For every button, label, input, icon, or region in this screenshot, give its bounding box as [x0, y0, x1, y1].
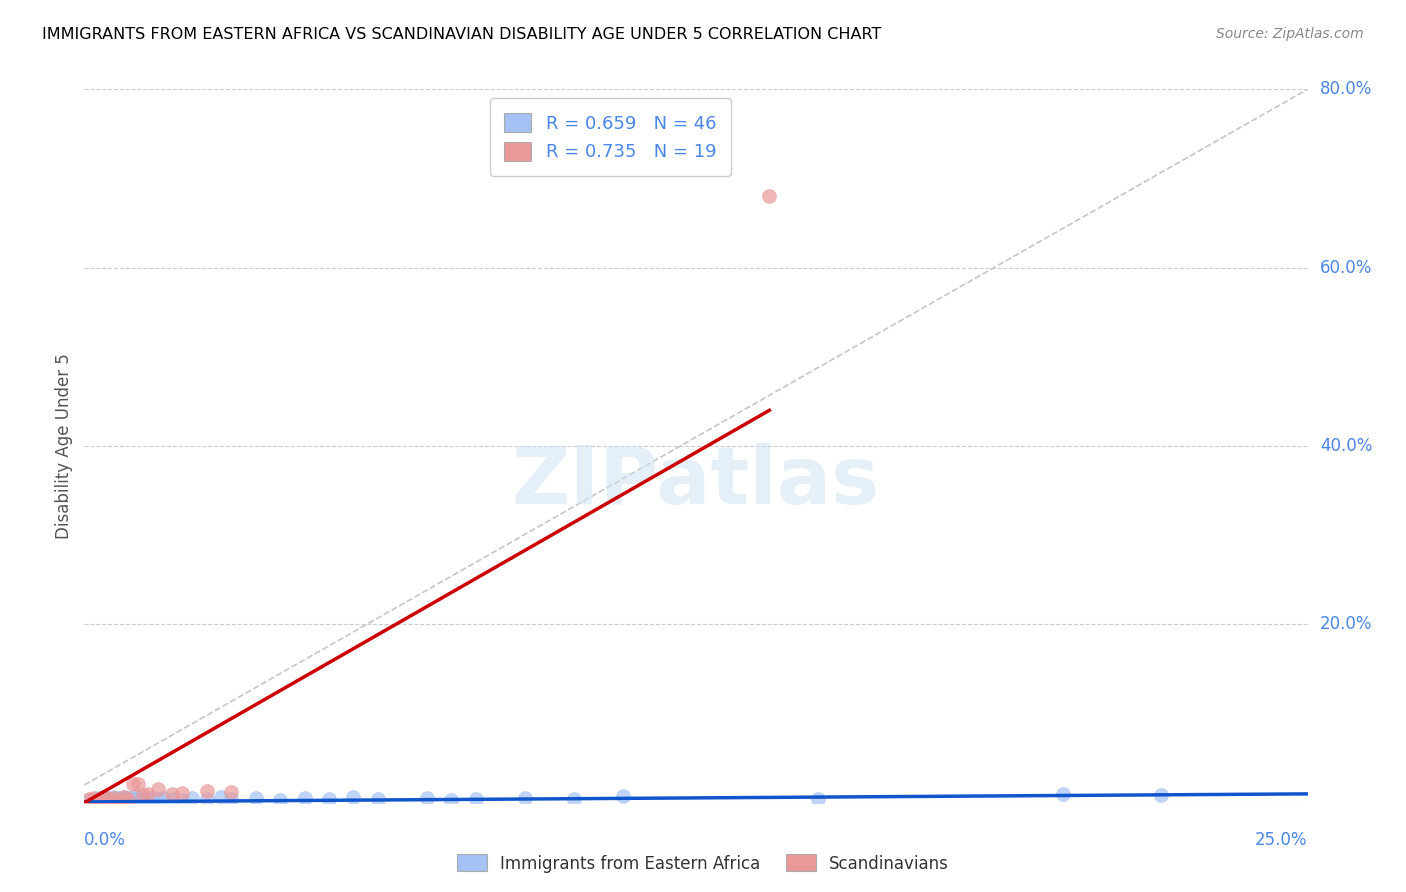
Point: [107, 793, 129, 807]
Point: [112, 790, 135, 805]
Point: [83, 792, 105, 806]
Point: [367, 792, 389, 806]
Point: [172, 793, 194, 807]
Point: [758, 189, 780, 203]
Point: [416, 791, 439, 805]
Text: ZIPatlas: ZIPatlas: [512, 442, 880, 521]
Point: [195, 784, 218, 798]
Point: [117, 793, 139, 807]
Text: Source: ZipAtlas.com: Source: ZipAtlas.com: [1216, 27, 1364, 41]
Point: [219, 792, 242, 806]
Text: 20.0%: 20.0%: [1320, 615, 1372, 633]
Point: [83, 791, 105, 805]
Point: [127, 777, 149, 791]
Point: [294, 791, 316, 805]
Point: [107, 791, 129, 805]
Point: [162, 787, 184, 801]
Point: [107, 793, 129, 807]
Text: 0.0%: 0.0%: [84, 831, 127, 849]
Point: [127, 793, 149, 807]
Point: [117, 792, 139, 806]
Point: [93, 792, 115, 806]
Point: [136, 791, 159, 805]
Point: [93, 790, 115, 805]
Point: [146, 792, 169, 806]
Legend: R = 0.659   N = 46, R = 0.735   N = 19: R = 0.659 N = 46, R = 0.735 N = 19: [489, 98, 731, 176]
Point: [117, 791, 139, 805]
Point: [112, 790, 135, 805]
Point: [97, 791, 120, 805]
Point: [612, 789, 634, 803]
Point: [77, 793, 100, 807]
Point: [103, 792, 125, 806]
Point: [209, 790, 232, 805]
Point: [132, 792, 155, 806]
Point: [181, 791, 204, 805]
Y-axis label: Disability Age Under 5: Disability Age Under 5: [55, 353, 73, 539]
Point: [97, 793, 120, 807]
Point: [245, 791, 267, 805]
Point: [103, 791, 125, 805]
Point: [162, 792, 184, 806]
Point: [97, 792, 120, 806]
Point: [172, 786, 194, 800]
Point: [219, 785, 242, 799]
Point: [132, 788, 155, 802]
Point: [122, 777, 145, 791]
Point: [1052, 787, 1074, 801]
Point: [562, 792, 585, 806]
Text: 25.0%: 25.0%: [1256, 831, 1308, 849]
Point: [440, 793, 463, 807]
Point: [136, 787, 159, 801]
Point: [146, 781, 169, 796]
Point: [152, 791, 174, 805]
Point: [195, 792, 218, 806]
Point: [87, 793, 110, 807]
Point: [342, 790, 364, 805]
Point: [1150, 788, 1173, 802]
Point: [269, 793, 291, 807]
Point: [87, 793, 110, 807]
Text: 40.0%: 40.0%: [1320, 437, 1372, 455]
Text: 80.0%: 80.0%: [1320, 80, 1372, 98]
Point: [464, 792, 486, 806]
Point: [513, 791, 536, 805]
Point: [93, 790, 115, 805]
Point: [87, 791, 110, 805]
Point: [122, 790, 145, 805]
Point: [103, 790, 125, 805]
Text: IMMIGRANTS FROM EASTERN AFRICA VS SCANDINAVIAN DISABILITY AGE UNDER 5 CORRELATIO: IMMIGRANTS FROM EASTERN AFRICA VS SCANDI…: [42, 27, 882, 42]
Point: [112, 792, 135, 806]
Point: [318, 792, 340, 806]
Point: [77, 792, 100, 806]
Point: [122, 792, 145, 806]
Legend: Immigrants from Eastern Africa, Scandinavians: Immigrants from Eastern Africa, Scandina…: [450, 847, 956, 880]
Point: [807, 792, 830, 806]
Point: [142, 793, 165, 807]
Point: [127, 791, 149, 805]
Text: 60.0%: 60.0%: [1320, 259, 1372, 277]
